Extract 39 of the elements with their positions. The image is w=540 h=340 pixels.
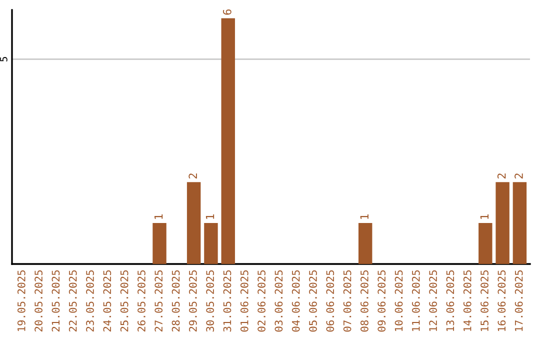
x-tick-label: 04.06.2025	[292, 270, 300, 332]
data-label: 1	[360, 214, 368, 219]
x-tick-label: 13.06.2025	[446, 270, 454, 332]
x-tick-label: 29.05.2025	[188, 270, 197, 332]
x-tick-label: 10.06.2025	[394, 270, 403, 332]
data-label: 6	[222, 9, 232, 15]
x-tick-label: 05.06.2025	[309, 270, 317, 332]
x-tick-label: 21.05.2025	[52, 270, 60, 332]
x-tick-label: 28.05.2025	[172, 270, 180, 332]
x-tick-label: 16.06.2025	[498, 270, 506, 332]
x-tick-label: 23.05.2025	[86, 270, 94, 332]
x-tick-label: 17.06.2025	[514, 270, 523, 332]
x-tick-label: 11.06.2025	[412, 270, 420, 332]
x-tick-label: 09.06.2025	[378, 270, 386, 332]
x-tick-label: 19.05.2025	[17, 270, 26, 332]
x-tick-label: 24.05.2025	[103, 270, 112, 332]
y-tick-label: 5	[0, 57, 8, 62]
x-tick-label: 25.05.2025	[120, 270, 128, 332]
x-tick-label: 03.06.2025	[274, 270, 283, 332]
x-tick-label: 14.06.2025	[463, 270, 472, 332]
x-tick-label: 31.05.2025	[223, 270, 232, 332]
x-tick-label: 26.05.2025	[138, 270, 146, 332]
x-tick-label: 30.05.2025	[206, 270, 214, 332]
data-label: 1	[206, 214, 214, 219]
x-tick-label: 08.06.2025	[360, 270, 368, 332]
x-tick-label: 07.06.2025	[343, 270, 352, 332]
data-label: 2	[514, 174, 523, 178]
data-label: 1	[480, 214, 488, 219]
x-tick-label: 01.06.2025	[240, 270, 248, 332]
data-label: 2	[497, 174, 506, 178]
x-tick-label: 12.06.2025	[429, 270, 437, 332]
x-tick-label: 27.05.2025	[154, 270, 163, 332]
data-label: 1	[154, 214, 163, 219]
data-label: 2	[188, 174, 197, 178]
x-tick-label: 06.06.2025	[326, 270, 334, 332]
x-tick-label: 15.06.2025	[480, 270, 488, 332]
x-tick-label: 20.05.2025	[34, 270, 42, 332]
x-tick-label: 02.06.2025	[258, 270, 266, 332]
x-tick-label: 22.05.2025	[68, 270, 77, 332]
